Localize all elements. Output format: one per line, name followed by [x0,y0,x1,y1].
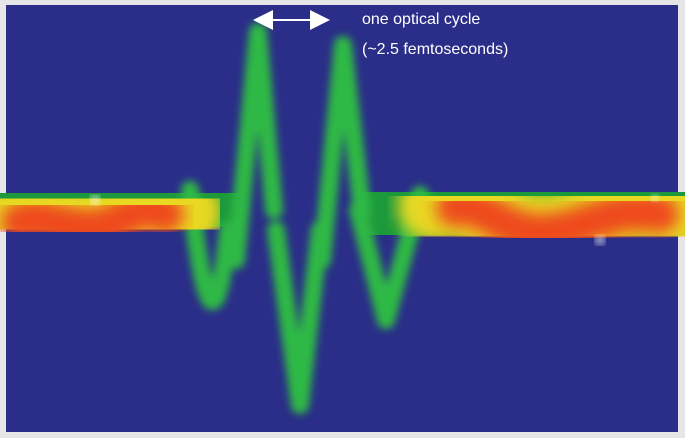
page: one optical cycle (~2.5 femtoseconds) ((… [0,0,685,438]
figure: one optical cycle (~2.5 femtoseconds) [0,0,685,438]
annotation-line: (~2.5 femtoseconds) [362,41,508,58]
annotation-line: one optical cycle [362,11,480,28]
